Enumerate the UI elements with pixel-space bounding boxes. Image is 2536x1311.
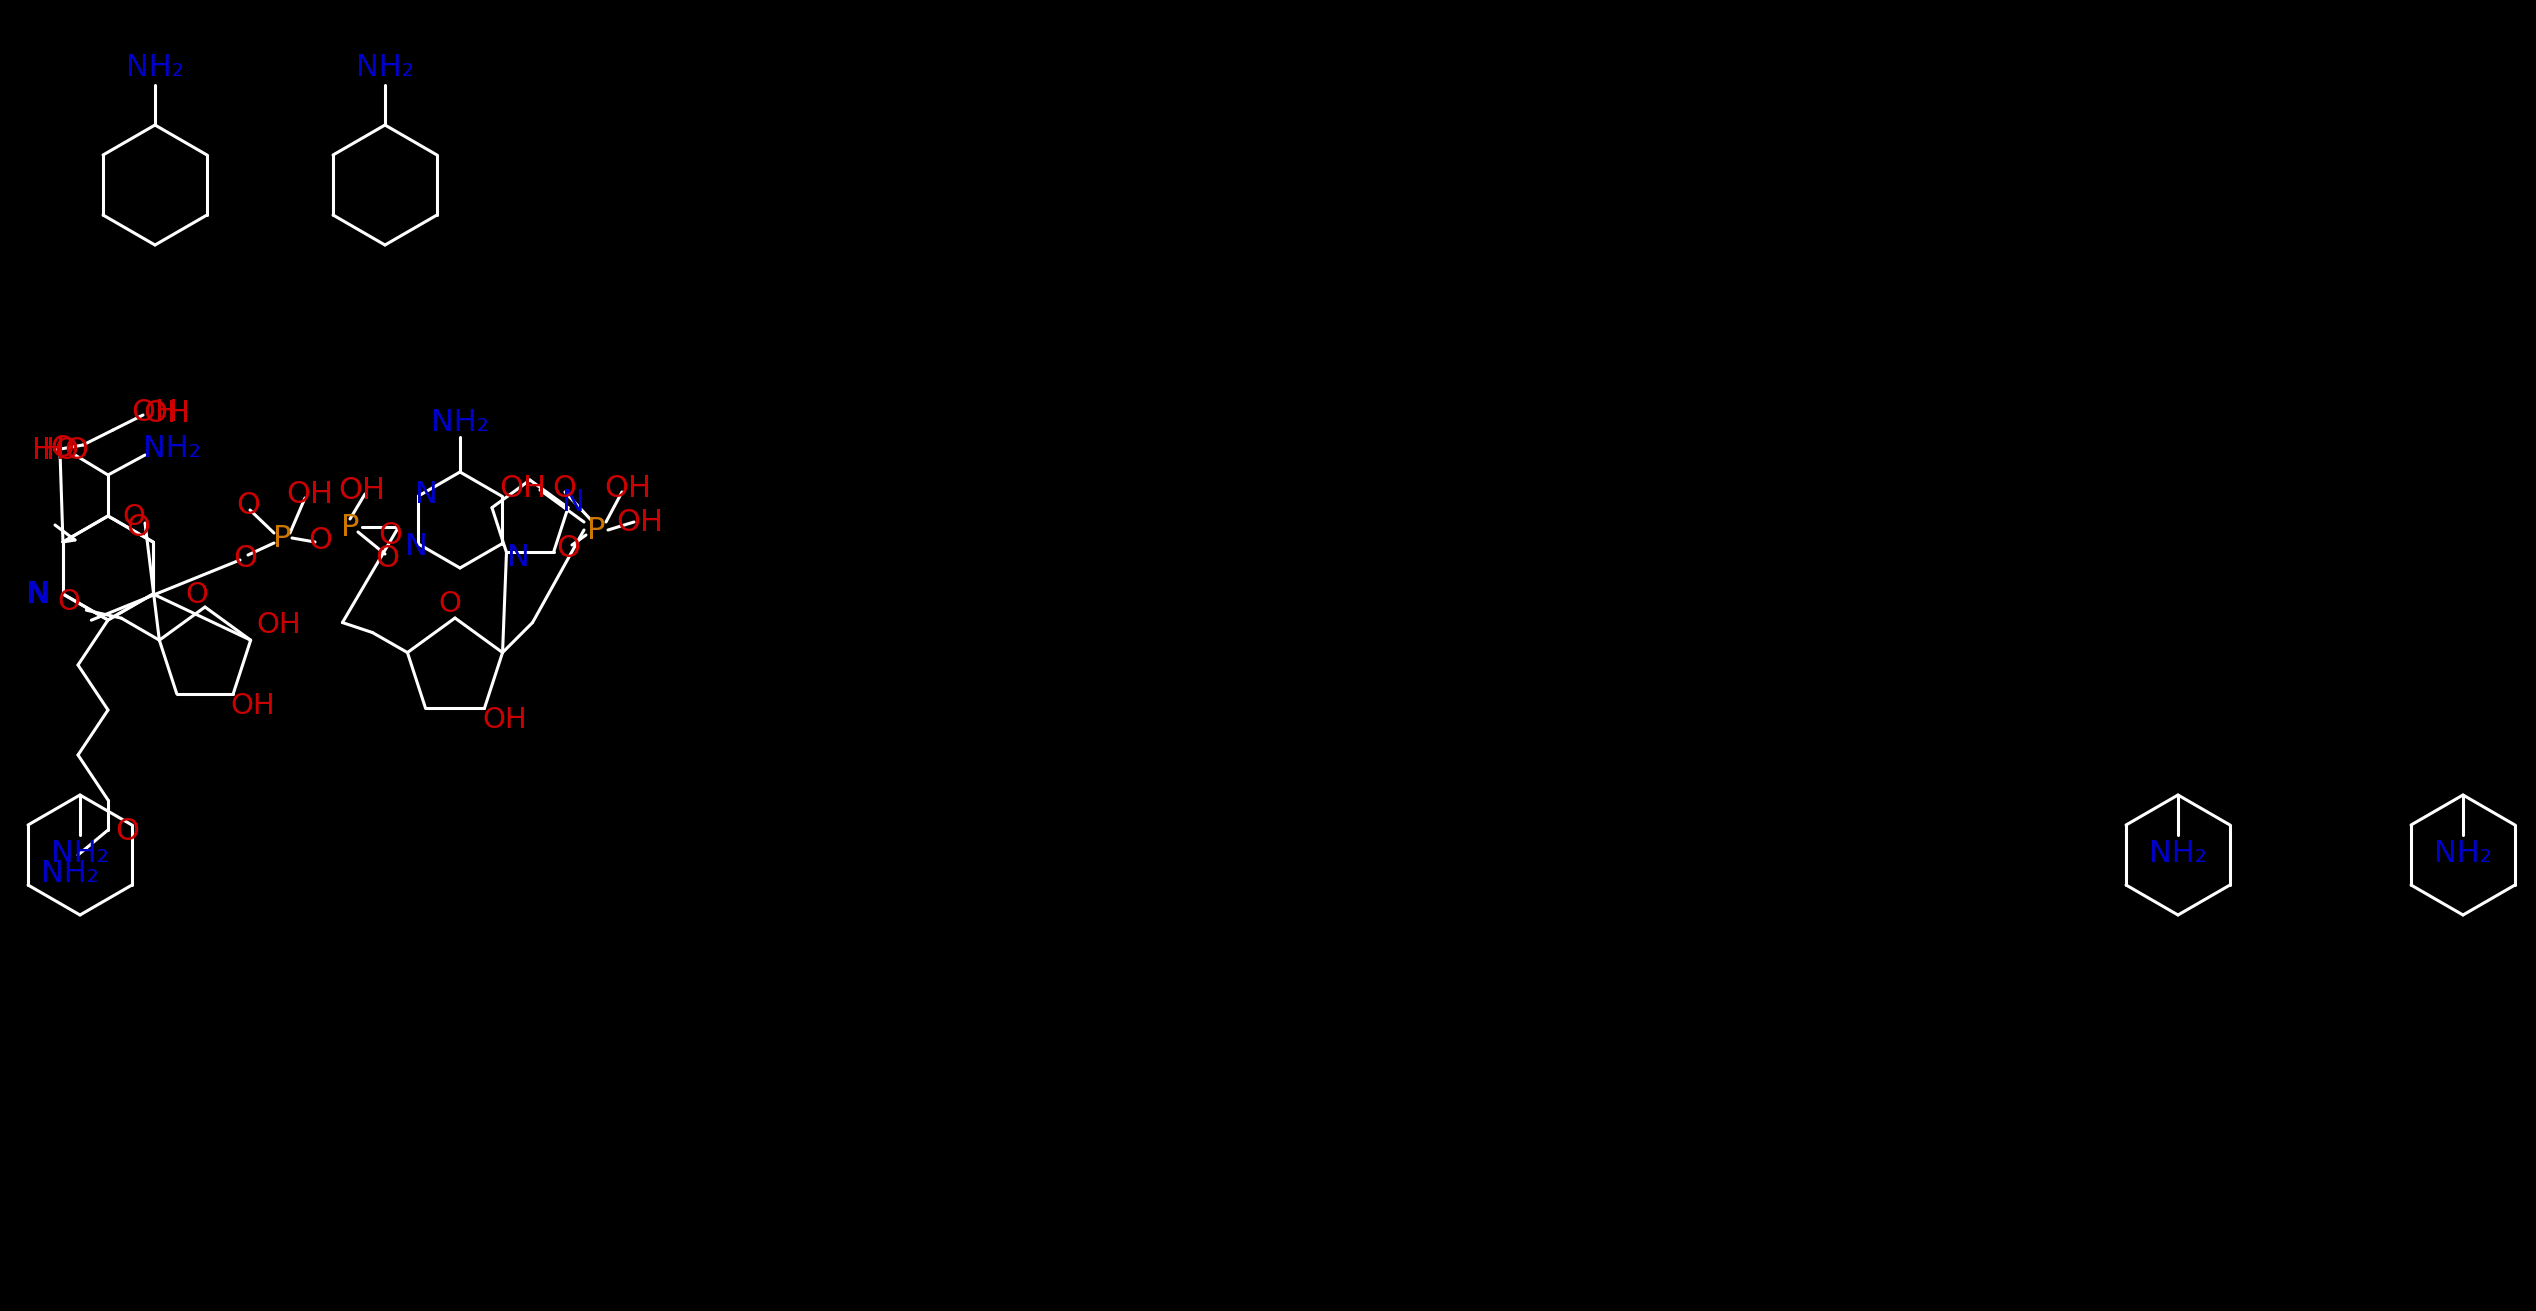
Text: O: O [236,490,261,519]
Text: NH₂: NH₂ [51,839,109,868]
Text: O: O [375,544,398,573]
Text: NH₂: NH₂ [431,408,489,437]
Text: N: N [507,543,530,572]
Text: OH: OH [142,399,190,427]
Text: O: O [56,589,79,616]
Text: OH: OH [604,473,652,502]
Text: O: O [553,473,576,502]
Text: OH: OH [231,692,276,720]
Text: O: O [114,818,139,847]
Text: N: N [406,531,429,561]
Text: O: O [185,581,208,610]
Text: OH: OH [132,397,178,426]
Text: P: P [340,513,360,541]
Text: O: O [439,590,462,617]
Text: O: O [555,534,581,562]
Text: O: O [127,513,150,541]
Text: OH: OH [500,473,545,502]
Text: P: P [586,515,606,544]
Text: OH: OH [337,476,385,505]
Text: NH₂: NH₂ [41,859,99,888]
Text: O: O [307,526,332,555]
Text: O: O [378,520,403,549]
Text: OH: OH [482,707,527,734]
Text: O: O [122,503,145,531]
Text: OH: OH [256,611,302,640]
Text: NH₂: NH₂ [142,434,200,463]
Text: O: O [233,544,256,573]
Text: NH₂: NH₂ [2435,839,2493,868]
Text: OH: OH [616,507,664,536]
Text: NH₂: NH₂ [2148,839,2206,868]
Text: HO: HO [43,435,89,464]
Text: N: N [25,579,48,608]
Text: NH₂: NH₂ [355,52,413,81]
Text: N: N [560,488,583,517]
Text: NH₂: NH₂ [127,52,185,81]
Text: HO: HO [33,435,79,464]
Text: N: N [416,480,439,509]
Text: OH: OH [287,480,335,509]
Text: O: O [51,434,74,463]
Text: N: N [28,579,51,608]
Text: P: P [274,523,292,552]
